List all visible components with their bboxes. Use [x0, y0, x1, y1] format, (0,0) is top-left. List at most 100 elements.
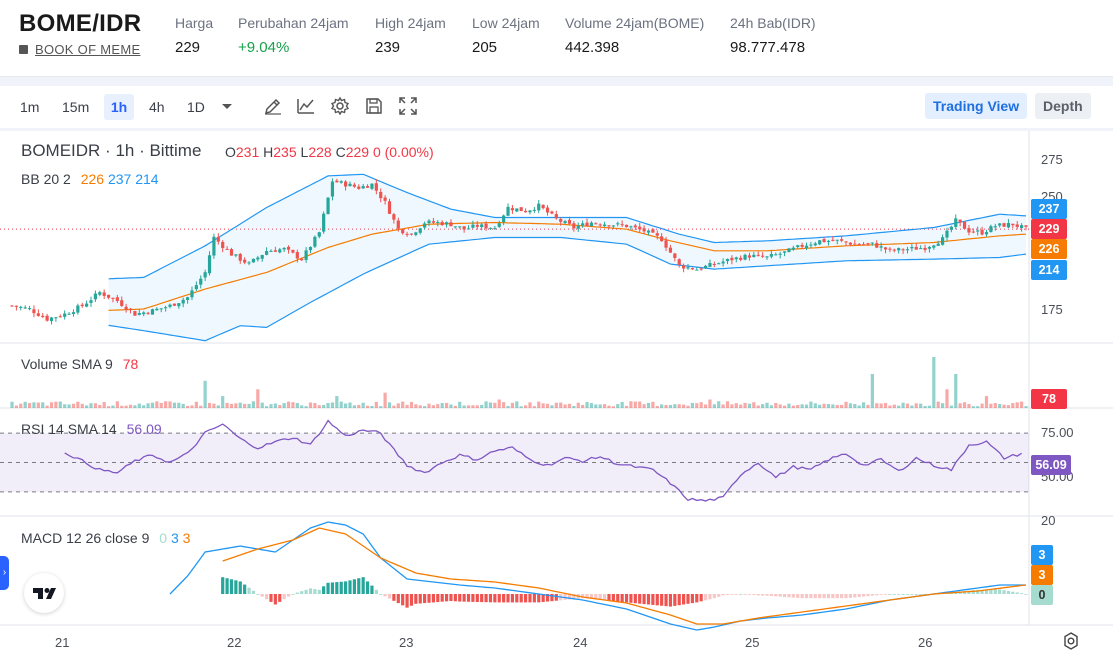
macd-histogram-bar	[462, 594, 466, 602]
bb-legend[interactable]: BB 20 2 226 237 214	[21, 171, 159, 187]
volume-bar	[581, 404, 585, 408]
volume-bar	[870, 374, 874, 408]
candle-body	[739, 257, 743, 260]
macd-histogram-bar	[537, 594, 541, 603]
indicator-icon[interactable]	[296, 96, 316, 116]
volume-bar	[660, 404, 664, 408]
volume-legend[interactable]: Volume SMA 9 78	[21, 356, 138, 372]
candle-body	[831, 239, 835, 241]
timeframe-1h[interactable]: 1h	[104, 94, 134, 120]
macd-histogram-bar	[813, 594, 817, 599]
volume-bar	[322, 404, 326, 408]
volume-bar	[897, 405, 901, 408]
gear-icon[interactable]	[330, 96, 350, 116]
volume-bar	[172, 402, 177, 408]
macd-histogram-bar	[1024, 594, 1028, 595]
volume-bar	[594, 404, 598, 408]
price-chart-svg[interactable]	[0, 131, 1113, 663]
volume-bar	[330, 402, 335, 408]
candle-body	[194, 285, 198, 290]
timeframe-15m[interactable]: 15m	[62, 99, 90, 115]
macd-histogram-bar	[300, 591, 304, 594]
stat-label: Harga	[175, 15, 214, 31]
asset-name-link[interactable]: BOOK OF MEME	[19, 42, 140, 57]
stat-label: Volume 24jam(BOME)	[565, 15, 705, 31]
candle-body	[888, 248, 892, 250]
volume-bar	[120, 405, 124, 408]
volume-bar	[27, 403, 32, 408]
volume-bar	[541, 403, 545, 408]
candle-body	[41, 315, 45, 317]
candle-body	[717, 263, 721, 265]
volume-tag: 78	[1031, 389, 1067, 409]
chart-settings-gear-icon[interactable]	[1061, 631, 1081, 651]
macd-histogram-bar	[475, 594, 479, 602]
volume-bar	[576, 402, 580, 408]
candle-body	[870, 242, 874, 244]
volume-bar	[300, 405, 304, 408]
candle-body	[49, 317, 54, 322]
tradingview-logo[interactable]	[24, 573, 64, 613]
timeframe-1m[interactable]: 1m	[20, 99, 40, 115]
candle-body	[225, 248, 229, 250]
volume-bar	[506, 405, 510, 408]
candle-body	[844, 241, 848, 243]
chart-container[interactable]: BOMEIDR · 1h · Bittime O231 H235 L228 C2…	[0, 131, 1113, 663]
macd-histogram-bar	[791, 594, 795, 598]
time-label: 26	[918, 635, 933, 650]
macd-histogram-bar	[322, 586, 326, 594]
save-icon[interactable]	[364, 96, 384, 116]
macd-histogram-bar	[598, 594, 602, 600]
macd-legend[interactable]: MACD 12 26 close 9 0 3 3	[21, 530, 190, 546]
timeframe-4h[interactable]: 4h	[149, 99, 165, 115]
candle-body	[89, 300, 93, 303]
volume-bar	[396, 403, 400, 408]
candle-body	[1006, 223, 1011, 228]
volume-bar	[155, 401, 159, 408]
volume-bar	[589, 403, 594, 408]
macd-histogram-bar	[554, 594, 558, 601]
candle-body	[19, 306, 23, 308]
volume-bar	[146, 403, 150, 408]
volume-bar	[32, 402, 36, 408]
depth-button[interactable]: Depth	[1035, 93, 1091, 119]
timeframe-1d[interactable]: 1D	[187, 99, 205, 115]
candle-body	[822, 239, 826, 242]
stat-value: 98.777.478	[730, 39, 806, 56]
candle-body	[695, 269, 699, 271]
fullscreen-icon[interactable]	[398, 96, 418, 116]
volume-bar	[14, 405, 18, 408]
macd-histogram-bar	[286, 594, 291, 597]
candle-body	[914, 246, 918, 250]
volume-bar	[642, 404, 646, 408]
candle-body	[971, 231, 975, 233]
candle-body	[291, 249, 295, 253]
volume-bar	[471, 405, 475, 408]
pencil-icon[interactable]	[263, 96, 283, 116]
volume-bar	[861, 402, 866, 408]
volume-bar	[633, 401, 637, 408]
macd-histogram-bar	[976, 589, 980, 594]
trading-view-button[interactable]: Trading View	[925, 93, 1028, 119]
volume-bar	[673, 404, 677, 408]
candle-body	[545, 207, 550, 213]
macd-histogram-bar	[365, 581, 370, 594]
macd-histogram-bar	[545, 594, 550, 602]
macd-histogram-bar	[313, 589, 317, 594]
stat-value: 239	[375, 39, 401, 56]
candle-body	[207, 255, 212, 274]
candle-body	[664, 240, 668, 248]
chevron-down-icon[interactable]	[217, 96, 237, 116]
volume-bar	[392, 405, 396, 408]
candle-body	[594, 223, 598, 225]
rsi-legend[interactable]: RSI 14 SMA 14 56.09	[21, 421, 162, 437]
macd-histogram-bar	[616, 594, 620, 602]
volume-bar	[221, 396, 225, 408]
side-panel-toggle-icon[interactable]: ›	[0, 556, 9, 590]
candle-body	[703, 265, 708, 269]
volume-bar	[348, 402, 352, 408]
volume-bar	[203, 380, 207, 408]
candle-body	[541, 204, 545, 209]
candle-body	[940, 237, 945, 245]
candle-body	[589, 222, 594, 227]
